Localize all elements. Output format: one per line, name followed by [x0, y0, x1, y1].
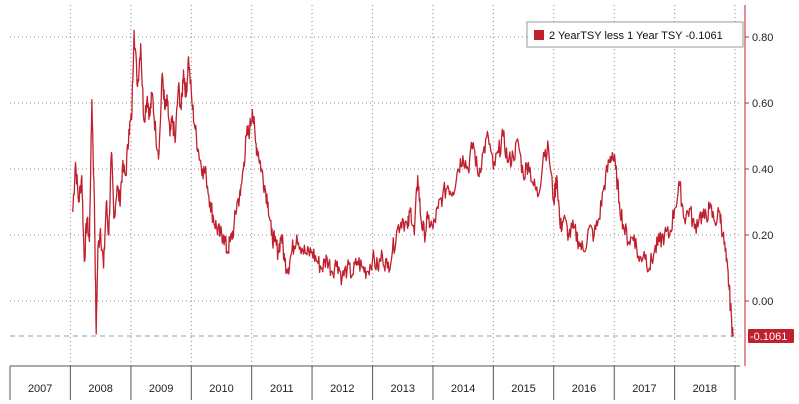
x-tick-label: 2007 [28, 383, 52, 395]
y-tick-label: 0.60 [752, 98, 773, 110]
last-value-label: -0.1061 [750, 331, 787, 343]
x-tick-label: 2012 [330, 383, 354, 395]
last-value-badge-bg [748, 329, 794, 344]
y-axis: 0.80 0.60 0.40 0.20 0.00 [744, 5, 773, 366]
last-value-badge: -0.1061 [748, 329, 794, 344]
legend-series-name: 2 YearTSY less 1 Year TSY -0.1061 [549, 30, 723, 42]
x-tick-label: 2008 [88, 383, 112, 395]
y-tick-label: 0.80 [752, 32, 773, 44]
x-tick-label: 2010 [209, 383, 233, 395]
x-tick-label: 2016 [572, 383, 596, 395]
y-tick-label: 0.40 [752, 164, 773, 176]
x-tick-label: 2013 [391, 383, 415, 395]
legend-swatch [534, 30, 544, 40]
x-tick-label: 2014 [451, 383, 475, 395]
x-tick-label: 2011 [270, 383, 294, 395]
x-tick-label: 2018 [693, 383, 717, 395]
legend-box [526, 21, 744, 48]
x-tick-label: 2017 [632, 383, 656, 395]
x-tick-label: 2015 [511, 383, 535, 395]
series-line [72, 29, 734, 338]
y-tick-label: 0.20 [752, 230, 773, 242]
x-axis: 2007 2008 2009 2010 2011 2012 2013 2014 2015 2016… [9, 365, 740, 400]
gridlines [10, 5, 740, 366]
legend: 2 YearTSY less 1 Year TSY -0.1061 [526, 21, 744, 48]
y-tick-label: 0.00 [752, 296, 773, 308]
x-tick-label: 2009 [149, 383, 173, 395]
